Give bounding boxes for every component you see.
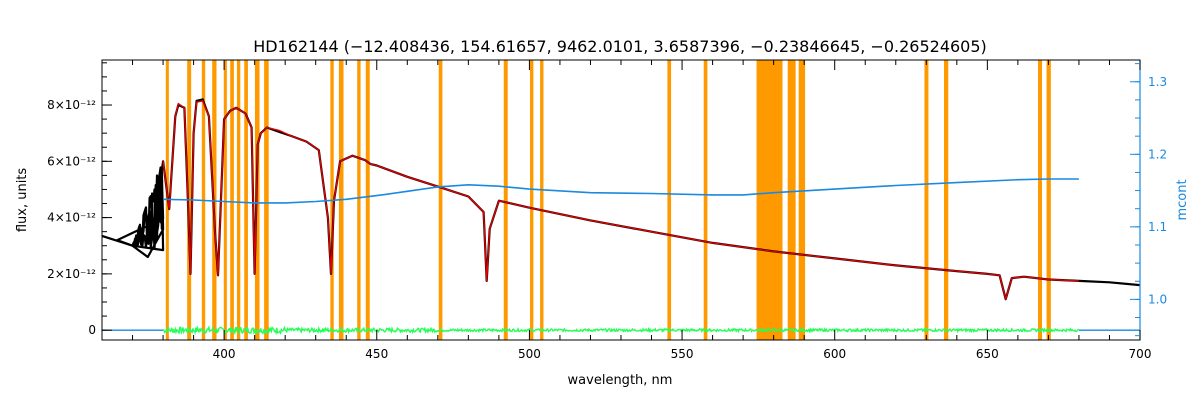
mcont-series-line [163,178,1079,204]
masked-band-21 [787,60,796,340]
masked-band-9 [264,60,269,340]
y-tick-label: 4×10⁻¹² [47,211,96,225]
spectrum-series [101,98,1141,301]
y-tick-label: 8×10⁻¹² [47,98,96,112]
masked-band-17 [540,60,544,340]
x-tick-label: 650 [976,347,999,361]
x-axis-label: wavelength, nm [568,373,673,388]
masked-band-13 [365,60,370,340]
y-axis-label: flux, units [15,168,30,233]
y2-tick-label: 1.2 [1148,147,1167,161]
masked-band-4 [223,60,227,340]
masked-band-12 [357,60,361,340]
y2-tick-label: 1.1 [1148,220,1167,234]
x-tick-label: 450 [365,347,388,361]
masked-band-19 [703,60,708,340]
x-tick-label: 550 [671,347,694,361]
x-tick-label: 400 [213,347,236,361]
model-series-line [162,100,1079,300]
masked-band-14 [438,60,443,340]
y2-tick-label: 1.3 [1148,75,1167,89]
chart-title: HD162144 (−12.408436, 154.61657, 9462.01… [253,37,987,56]
residual-series-line [162,324,1079,336]
masked-band-15 [503,60,508,340]
y2-axis-label: mcont [1175,179,1190,220]
labels: HD162144 (−12.408436, 154.61657, 9462.01… [15,37,1190,388]
y-tick-label: 2×10⁻¹² [47,267,96,281]
masked-band-26 [1046,60,1051,340]
masked-band-18 [667,60,672,340]
masked-bands [165,60,1051,340]
masked-band-20 [756,60,783,340]
masked-band-5 [230,60,234,340]
y-tick-label: 0 [88,323,96,337]
x-tick-label: 500 [518,347,541,361]
masked-band-6 [236,60,241,340]
y2-tick-label: 1.0 [1148,292,1167,306]
residual-series [102,324,1140,336]
y-tick-label: 6×10⁻¹² [47,154,96,168]
masked-band-25 [1038,60,1043,340]
x-tick-label: 600 [823,347,846,361]
masked-band-7 [244,60,248,340]
masked-band-23 [924,60,929,340]
masked-band-16 [530,60,534,340]
axes: 400 450 500 550 600 650 700 0 2×10⁻¹² 4×10⁻¹² 6×10… [47,59,1167,361]
masked-band-22 [798,60,806,340]
x-tick-label: 700 [1129,347,1152,361]
masked-band-24 [944,60,949,340]
